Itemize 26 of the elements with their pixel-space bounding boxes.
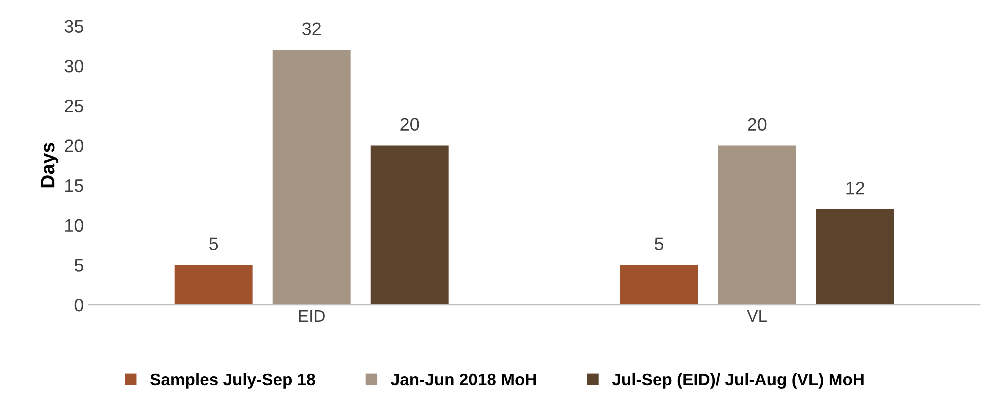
x-tick-label: EID	[299, 310, 325, 322]
legend-label: Samples July-Sep 18	[150, 373, 316, 389]
x-tick-label: VL	[747, 310, 767, 322]
y-tick-label: 30	[64, 60, 84, 73]
bar	[272, 50, 351, 306]
data-label: 20	[400, 118, 420, 132]
legend-label: Jul-Sep (EID)/ Jul-Aug (VL) MoH	[612, 373, 864, 389]
data-label: 5	[655, 238, 664, 251]
data-label: 12	[846, 182, 864, 195]
bar	[620, 265, 698, 306]
y-axis-title: Days	[41, 143, 59, 188]
legend-label: Jan-Jun 2018 MoH	[391, 374, 536, 386]
y-tick-label: 5	[74, 259, 84, 272]
bar	[174, 265, 253, 306]
data-label: 32	[302, 22, 321, 36]
y-tick-label: 20	[65, 140, 84, 152]
bar	[718, 146, 796, 306]
data-label: 20	[748, 118, 767, 132]
y-tick-label: 25	[65, 100, 84, 113]
bar	[816, 209, 894, 306]
y-tick-label: 0	[74, 298, 84, 312]
y-tick-label: 15	[66, 180, 84, 192]
y-tick-label: 35	[64, 20, 84, 33]
y-tick-label: 10	[66, 219, 84, 232]
data-label: 5	[210, 238, 218, 251]
bar	[370, 146, 449, 306]
